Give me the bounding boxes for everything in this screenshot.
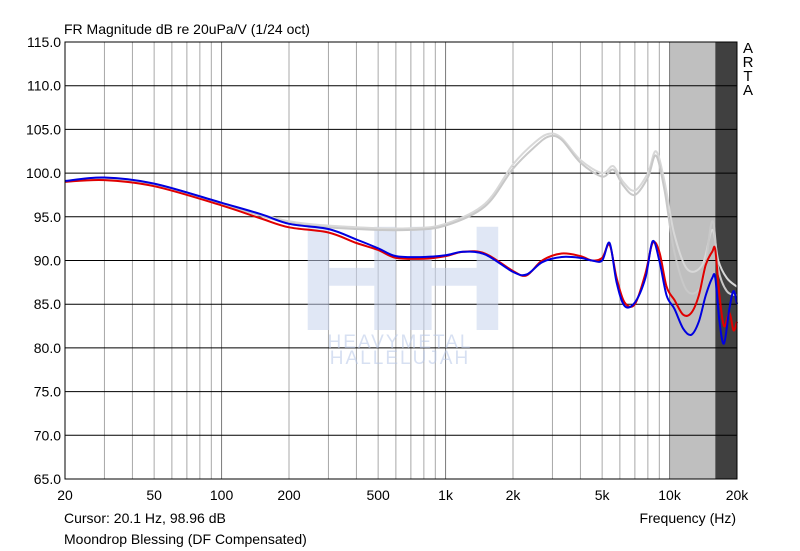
arta-logo: A R T A xyxy=(739,40,757,99)
y-tick-label: 85.0 xyxy=(34,296,61,312)
x-tick-label: 20k xyxy=(726,487,750,503)
series-layer xyxy=(64,132,738,345)
x-tick-label: 1k xyxy=(438,487,454,503)
y-tick-label: 100.0 xyxy=(26,165,61,181)
watermark-line1: HEAVYMETAL xyxy=(328,332,473,353)
y-tick-label: 90.0 xyxy=(34,253,61,269)
cursor-readout: Cursor: 20.1 Hz, 98.96 dB xyxy=(64,510,226,526)
arta-letter-t: T xyxy=(743,68,753,85)
series-line-3 xyxy=(64,176,738,345)
y-tick-label: 110.0 xyxy=(27,78,61,94)
y-tick-label: 80.0 xyxy=(34,340,61,356)
watermark: HH HEAVYMETAL HALLELUJAH xyxy=(298,194,509,369)
arta-letter-r: R xyxy=(742,54,754,71)
arta-letter-a2: A xyxy=(742,82,753,99)
y-tick-label: 115.0 xyxy=(27,34,61,50)
plot-frame xyxy=(64,41,738,480)
arta-letter-a1: A xyxy=(742,40,753,57)
x-tick-label: 2k xyxy=(506,487,522,503)
x-tick-label: 50 xyxy=(146,487,162,503)
y-tick-label: 75.0 xyxy=(34,384,61,400)
y-tick-label: 95.0 xyxy=(34,209,61,225)
y-tick-label: 105.0 xyxy=(26,121,61,137)
x-tick-label: 500 xyxy=(366,487,390,503)
x-tick-label: 200 xyxy=(277,487,301,503)
watermark-monogram: HH xyxy=(298,194,503,362)
x-tick-label: 5k xyxy=(595,487,611,503)
x-tick-label: 20 xyxy=(57,487,73,503)
watermark-line2: HALLELUJAH xyxy=(330,348,470,369)
series-line-2 xyxy=(64,178,738,332)
y-tick-label: 70.0 xyxy=(34,427,61,443)
tick-labels: 115.0 110.0 105.0 100.0 95.0 90.0 85.0 80.0 75.0… xyxy=(26,34,749,503)
x-axis-label: Frequency (Hz) xyxy=(639,510,736,526)
measurement-caption: Moondrop Blessing (DF Compensated) xyxy=(64,531,307,547)
series-line-0 xyxy=(64,132,738,288)
y-tick-label: 65.0 xyxy=(34,471,61,487)
chart-title: FR Magnitude dB re 20uPa/V (1/24 oct) xyxy=(64,21,310,37)
x-tick-label: 100 xyxy=(210,487,234,503)
x-tick-label: 10k xyxy=(658,487,682,503)
